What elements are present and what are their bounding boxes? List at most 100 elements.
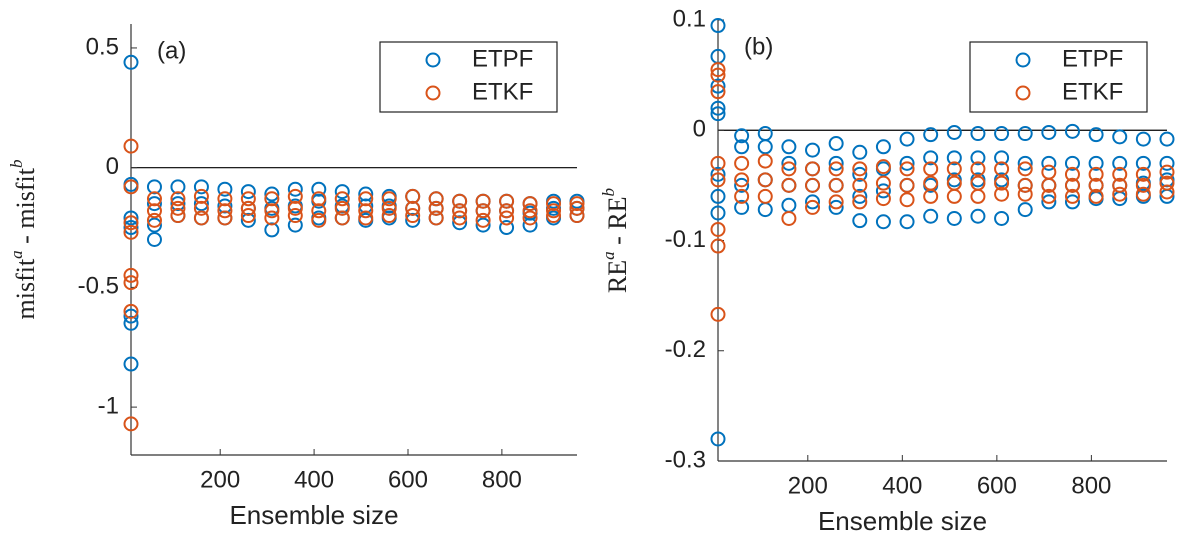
y-tick-label: 0 (693, 116, 706, 143)
point (428, 191, 444, 207)
point (970, 126, 986, 142)
point (710, 106, 726, 122)
point (146, 217, 162, 233)
point (852, 177, 868, 193)
x-tick-label: 600 (977, 472, 1017, 499)
point (1041, 124, 1057, 140)
point (1112, 166, 1128, 182)
point (710, 78, 726, 94)
point (146, 179, 162, 195)
point (923, 208, 939, 224)
point (334, 200, 350, 216)
x-tick-label: 800 (1071, 472, 1111, 499)
point (994, 161, 1010, 177)
point (852, 144, 868, 160)
point (193, 210, 209, 226)
legend: ETPF ETKF (969, 41, 1148, 113)
point (1041, 155, 1057, 171)
point (1064, 188, 1080, 204)
point (123, 224, 139, 240)
point (123, 138, 139, 154)
y-tick-label: -1 (98, 392, 119, 419)
point (852, 161, 868, 177)
point (710, 238, 726, 254)
superscript: a (599, 251, 618, 260)
point (217, 210, 233, 226)
point (1017, 186, 1033, 202)
x-axis-label: Ensemble size (229, 500, 398, 530)
point (970, 188, 986, 204)
point (217, 198, 233, 214)
point (146, 232, 162, 247)
point (240, 212, 256, 228)
point (240, 200, 256, 216)
point (994, 210, 1010, 226)
point (828, 177, 844, 193)
point (381, 191, 397, 207)
point (781, 177, 797, 193)
point (1017, 177, 1033, 193)
panel: 0.1 0 -0.1 -0.2 -0.3 200 400 600 800 Ensemble siz… (599, 5, 1175, 536)
point (170, 208, 186, 224)
point (170, 200, 186, 216)
point (1159, 164, 1175, 180)
point (805, 142, 821, 158)
point (193, 200, 209, 216)
point (734, 139, 750, 155)
point (311, 191, 327, 207)
point (123, 315, 139, 331)
point (1088, 127, 1104, 143)
point (1064, 177, 1080, 193)
point (899, 161, 915, 177)
point (923, 188, 939, 204)
y-tick-label: -0.1 (665, 226, 706, 253)
point (1088, 188, 1104, 204)
point (710, 205, 726, 221)
point (734, 177, 750, 193)
x-tick-label: 400 (294, 466, 334, 493)
point (170, 196, 186, 212)
point (1159, 155, 1175, 171)
point (734, 199, 750, 215)
label-part: misfit (11, 258, 40, 319)
point (358, 198, 374, 214)
point (334, 210, 350, 226)
point (240, 208, 256, 224)
point (381, 208, 397, 224)
point (1088, 166, 1104, 182)
point (757, 153, 773, 169)
point (875, 159, 891, 175)
point (499, 220, 515, 236)
point (170, 191, 186, 207)
point (1017, 126, 1033, 142)
point (1017, 155, 1033, 171)
legend: ETPF ETKF (379, 41, 558, 113)
point (757, 139, 773, 155)
point (522, 217, 538, 233)
point (499, 193, 515, 209)
point (875, 191, 891, 207)
superscript: b (599, 188, 618, 197)
point (1159, 175, 1175, 191)
point (287, 208, 303, 224)
point (875, 183, 891, 199)
point (146, 212, 162, 228)
point (546, 208, 562, 224)
point (311, 203, 327, 219)
point (264, 191, 280, 207)
point (381, 200, 397, 216)
superscript: a (7, 250, 26, 259)
point (710, 431, 726, 447)
point (946, 161, 962, 177)
point (146, 196, 162, 212)
legend-label: ETKF (472, 78, 533, 105)
point (757, 126, 773, 142)
point (264, 210, 280, 226)
point (123, 416, 139, 432)
point (805, 161, 821, 177)
point (1017, 161, 1033, 177)
point (264, 222, 280, 238)
y-tick-label: -0.3 (665, 446, 706, 473)
point (522, 203, 538, 219)
point (994, 126, 1010, 142)
